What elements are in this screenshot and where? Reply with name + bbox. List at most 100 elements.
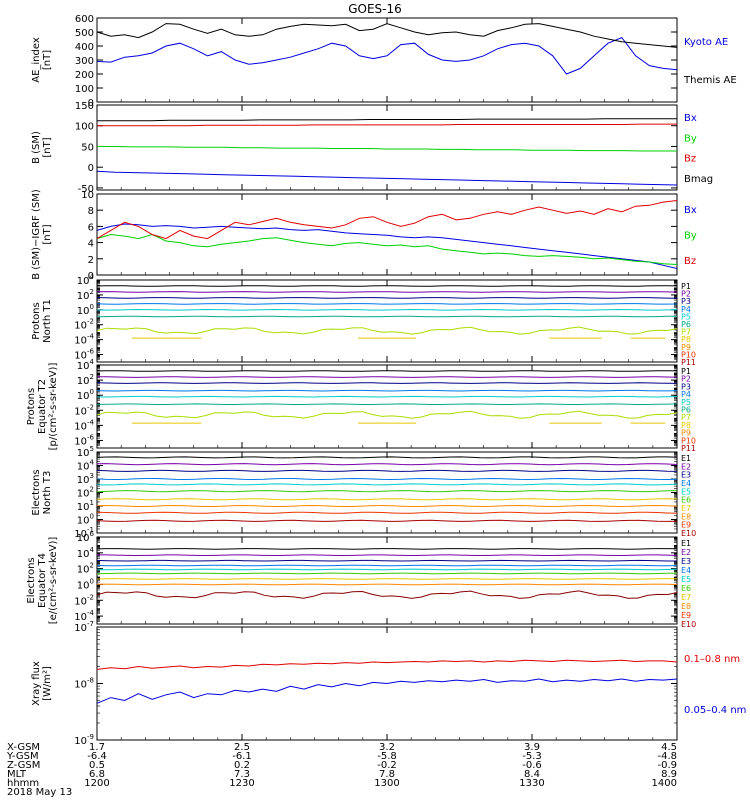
legend-entry: P8 [681,335,691,344]
legend-entry: P3 [681,297,691,306]
legend-entry: E2 [681,462,691,471]
y-tick-label: 104 [77,273,95,287]
series-line-bx [96,170,678,186]
y-axis-label: B (SM)[nT] [31,131,53,164]
legend-entry: E5 [681,575,691,584]
legend-entry: Bmag [684,174,713,185]
y-axis-label: ElectronsNorth T3 [31,469,53,515]
y-tick-label: 100 [77,303,94,317]
legend-entry: P9 [681,343,691,352]
series-line-e10 [96,519,678,522]
y-tick-label: 102 [77,288,94,302]
series-line-p5 [96,395,678,398]
ephemeris-value: 1230 [229,778,254,789]
plot-title: GOES-16 [348,2,402,16]
y-tick-label: 400 [75,42,94,53]
panel-frame [96,193,678,276]
y-tick-label: 10-8 [74,677,94,691]
y-tick-label: 6 [88,222,94,233]
series-line-bx [96,223,678,269]
legend-entry: E5 [681,487,691,496]
series-line-e1 [96,456,678,459]
series-line-p3 [96,382,678,384]
ephemeris-value: 3.2 [379,742,395,753]
y-tick-label: 8 [88,206,94,217]
legend-entry: E7 [681,593,691,602]
legend-entry: Bz [684,154,696,165]
y-tick-label: 10-9 [74,733,94,747]
ephemeris-value: 7.8 [379,769,395,780]
legend-entry: Kyoto AE [684,37,728,48]
y-tick-label: 100 [77,513,94,527]
panel-1: AE_index[nT] [31,17,678,103]
y-tick-label: 600 [75,14,94,25]
ephemeris-value: 2.5 [234,742,250,753]
y-tick-label: 10-6 [74,433,94,447]
legend-entry: Bz [684,256,696,267]
y-tick-label: 10-2 [74,318,94,332]
y-tick-label: 10-6 [74,348,94,362]
y-tick-label: 102 [77,562,94,576]
series-line-e4 [96,477,678,481]
ephemeris-row-label: hhmm [7,778,39,789]
y-tick-label: 0 [88,271,94,282]
legend-entry: P4 [681,390,691,399]
y-axis-label: Xray flux[W/m²] [31,661,53,706]
ephemeris-value: -6.4 [87,751,107,762]
y-tick-label: 50 [81,142,94,153]
y-tick-label: 101 [77,499,94,513]
legend-entry: E1 [681,539,691,548]
series-line-e3 [96,559,677,562]
ephemeris-value: 8.4 [524,769,540,780]
legend-entry: P11 [681,358,696,367]
series-line-p4 [96,303,678,305]
legend-entry: E10 [681,620,696,629]
series-line-e2 [96,463,678,466]
legend-entry: P5 [681,398,691,407]
legend-entry: E2 [681,548,691,557]
y-tick-label: 10-2 [74,593,94,607]
legend-entry: P1 [681,282,691,291]
series-line-p7 [96,326,678,335]
ephemeris-row-label: X-GSM [7,742,40,753]
series-line-p6 [96,403,678,405]
legend-entry: P2 [681,375,691,384]
y-tick-label: 2 [88,255,94,266]
y-tick-label: 104 [77,358,95,372]
y-tick-label: 100 [77,577,94,591]
ephemeris-value: -5.3 [522,751,542,762]
y-tick-label: 10-1 [74,526,94,540]
legend-entry: 0.1–0.8 nm [684,654,740,665]
ephemeris-value: -0.2 [377,760,397,771]
legend-entry: Bx [684,113,697,124]
ephemeris-value: 1.7 [89,742,105,753]
ephemeris-value: -5.8 [377,751,397,762]
series-line-e5 [96,483,678,486]
panel-2: B (SM)[nT] [31,104,678,191]
legend-entry: E10 [681,529,696,538]
y-tick-label: 500 [75,28,94,39]
series-line-by [97,146,677,152]
legend-entry: P1 [681,367,691,376]
ephemeris-value: 1330 [519,778,544,789]
series-line-e8 [96,583,678,586]
date-label: 2018 May 13 [7,787,72,798]
series-line-p6 [96,315,678,318]
series-line-bmag [97,118,677,122]
legend-entry: By [684,133,697,144]
legend-entry: P10 [681,436,696,445]
panel-frame [96,279,678,363]
ephemeris-value: -6.1 [232,751,252,762]
ephemeris-value: 1200 [84,778,109,789]
legend-entry: P7 [681,328,691,337]
ephemeris-value: 0.5 [89,760,105,771]
legend-entry: E1 [681,454,691,463]
y-tick-label: 150 [75,101,94,112]
series-line-p1 [96,285,678,287]
ephemeris-value: -0.6 [522,760,542,771]
y-tick-label: 102 [77,373,94,387]
ephemeris-value: 0.2 [234,760,250,771]
panel-8: 10-9 10-8 10-7 Xray flux[W/m²] [31,620,678,747]
series-line-kyoto-ae [96,36,678,75]
legend-entry: P4 [681,305,691,314]
